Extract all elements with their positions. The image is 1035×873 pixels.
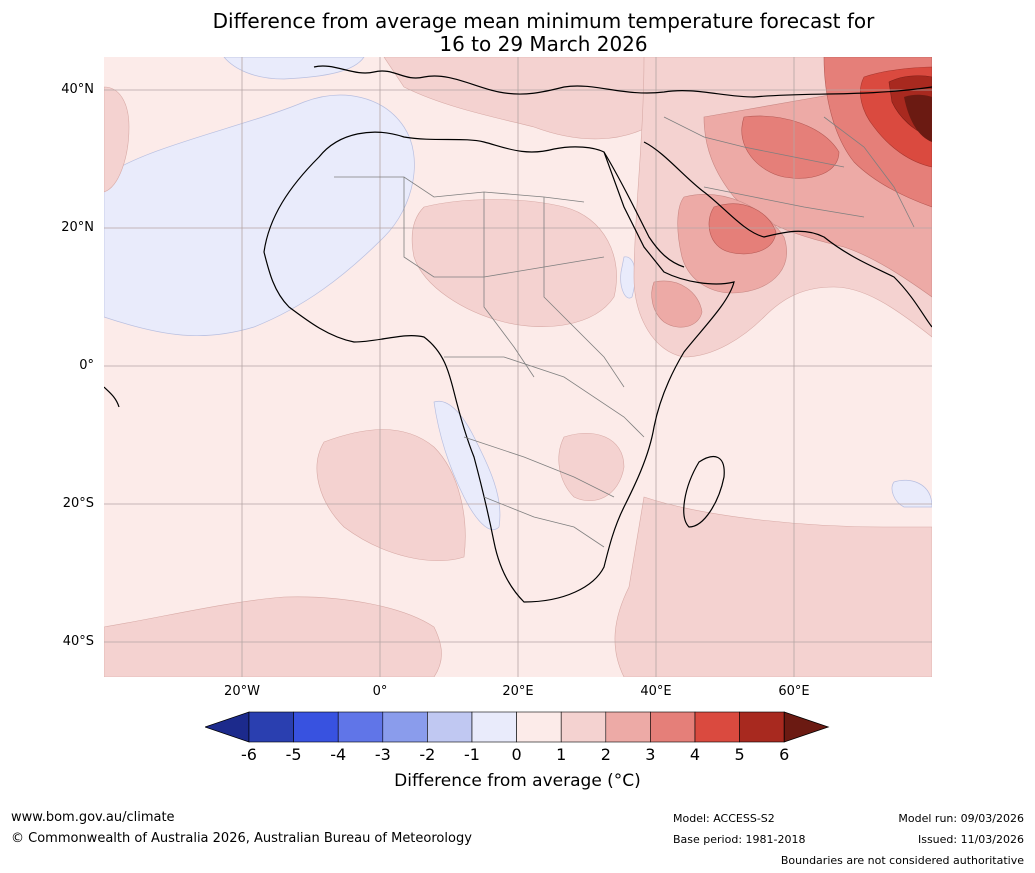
madagascar-coastline	[683, 455, 725, 528]
colorbar-arrow-high	[783, 711, 830, 743]
cool-anomaly-indian-ocean	[891, 479, 932, 508]
boundary-middle-east-2	[703, 186, 865, 218]
footer-disclaimer: Boundaries are not considered authoritat…	[780, 854, 1024, 867]
lat-label-20s: 20°S	[62, 496, 94, 511]
colorbar-cell	[382, 711, 428, 743]
colorbar-tick-label: 1	[556, 745, 567, 764]
lon-label-20w: 20°W	[224, 684, 260, 699]
colorbar-tick-label: 2	[600, 745, 611, 764]
colorbar-cell	[293, 711, 339, 743]
cool-anomaly-benguela	[433, 400, 501, 530]
red-sea-coast	[603, 151, 685, 268]
africa-coastline	[263, 131, 735, 603]
lat-label-0: 0°	[79, 358, 94, 373]
boundary-southern-1	[463, 436, 615, 498]
colorbar-tick-label: 5	[734, 745, 745, 764]
colorbar-tick-label: -3	[374, 745, 391, 764]
colorbar-cell	[337, 711, 384, 743]
colorbar-cell	[650, 711, 696, 743]
colorbar-cell	[739, 711, 785, 743]
south-america-coast	[104, 386, 120, 408]
warm-anomaly-above-6	[904, 94, 932, 142]
warm-anomaly-1-2-indian-ocean	[614, 496, 932, 677]
colorbar	[205, 711, 830, 743]
colorbar-cell	[694, 711, 740, 743]
cool-anomaly-north-edge	[223, 57, 365, 80]
lon-label-40e: 40°E	[640, 684, 672, 699]
colorbar-tick-label: -5	[285, 745, 302, 764]
colorbar-cell	[560, 711, 607, 743]
colorbar-label: Difference from average (°C)	[394, 771, 641, 791]
coastlines	[104, 65, 932, 603]
warm-anomaly-1-2-south-atlantic	[316, 429, 466, 562]
boundary-middle-east-1	[663, 116, 845, 168]
warm-anomaly-1-2-mozambique	[558, 433, 625, 502]
northern-coastline	[313, 65, 932, 98]
warm-anomaly-1-2-a	[104, 86, 130, 193]
colorbar-tick-label: 4	[689, 745, 701, 764]
gridlines	[104, 57, 932, 677]
lat-label-40n: 40°N	[61, 82, 94, 97]
warm-anomaly-3-4-iran	[741, 115, 840, 179]
arabia-coastline	[643, 141, 932, 328]
cool-anomaly-red-sea	[620, 256, 636, 299]
footer-website[interactable]: www.bom.gov.au/climate	[11, 810, 175, 825]
map-svg	[104, 57, 932, 677]
colorbar-arrow-low	[205, 711, 250, 743]
title-line-1: Difference from average mean minimum tem…	[212, 9, 875, 33]
boundary-sahel	[403, 177, 605, 278]
colorbar-cells	[205, 711, 830, 743]
colorbar-tick-label: -6	[241, 745, 257, 764]
lon-label-0: 0°	[372, 684, 388, 699]
colorbar-cell	[516, 711, 562, 743]
boundary-sahara-north	[334, 176, 585, 203]
boundary-central-3	[444, 356, 645, 438]
lat-label-20n: 20°N	[61, 220, 94, 235]
colorbar-tick-label: 6	[779, 745, 790, 764]
warm-anomaly-1-2-sahara	[411, 199, 617, 327]
lon-label-60e: 60°E	[778, 684, 810, 699]
cool-anomaly-north-atlantic	[104, 94, 415, 337]
colorbar-tick-label: -1	[464, 745, 480, 764]
warm-anomaly-3-4-arabia	[708, 203, 777, 255]
colorbar-tick-label: 3	[645, 745, 656, 764]
boundary-central-1	[483, 192, 535, 378]
footer-base-period: Base period: 1981-2018	[673, 833, 806, 846]
title-line-2: 16 to 29 March 2026	[439, 32, 648, 56]
chart-title: Difference from average mean minimum tem…	[0, 10, 1035, 56]
warm-anomaly-2-3-horn	[651, 280, 703, 328]
footer-model-run: Model run: 09/03/2026	[898, 812, 1024, 825]
colorbar-cell	[471, 711, 517, 743]
boundary-central-2	[543, 197, 625, 388]
colorbar-tick-label: -2	[419, 745, 436, 764]
boundary-central-asia	[823, 116, 915, 228]
country-boundaries	[334, 116, 915, 548]
colorbar-tick-label: 0	[511, 745, 522, 764]
forecast-map	[104, 57, 932, 677]
footer-copyright: © Commonwealth of Australia 2026, Austra…	[11, 831, 472, 846]
colorbar-tick-label: -4	[330, 745, 347, 764]
warm-anomaly-1-2-southern-ocean	[104, 596, 442, 677]
footer-model: Model: ACCESS-S2	[673, 812, 775, 825]
lon-label-20e: 20°E	[502, 684, 534, 699]
boundary-southern-2	[483, 496, 605, 548]
colorbar-cell	[605, 711, 651, 743]
colorbar-cell	[248, 711, 294, 743]
colorbar-cell	[427, 711, 473, 743]
lat-label-40s: 40°S	[62, 634, 94, 649]
footer-issued: Issued: 11/03/2026	[917, 833, 1024, 846]
